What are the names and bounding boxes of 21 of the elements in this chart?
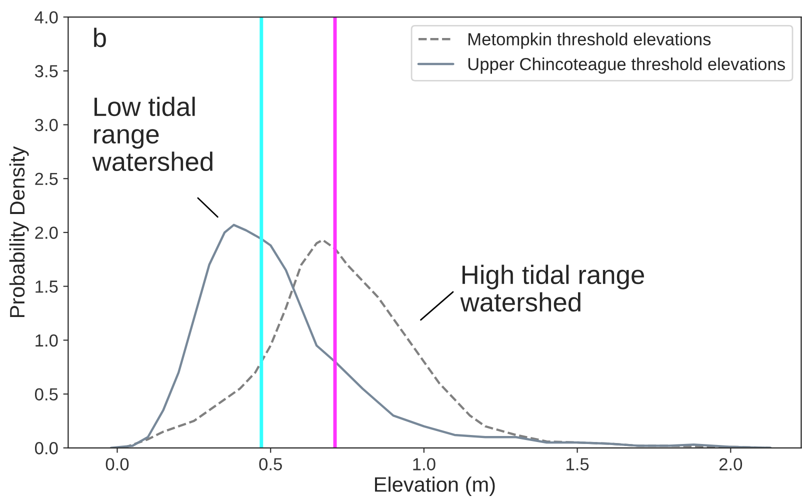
y-tick-label: 2.5 (35, 172, 58, 186)
y-tick-label: 2.0 (35, 226, 58, 239)
y-tick-label: 0.5 (34, 388, 58, 400)
x-tick-label: 0.0 (106, 458, 129, 470)
y-tick-label: 0.0 (34, 442, 58, 454)
legend-label: Upper Chincoteague threshold elevations (468, 58, 785, 74)
legend-label: Metompkin threshold elevations (468, 32, 711, 49)
x-tick-label: 1.5 (566, 458, 589, 470)
y-tick-label: 1.0 (36, 334, 58, 347)
y-tick-label: 1.5 (36, 280, 58, 293)
annotation: b (94, 28, 106, 48)
y-tick-label: 4.0 (34, 11, 58, 24)
x-tick-label: 0.5 (259, 458, 282, 470)
x-tick-label: 1.0 (413, 458, 436, 470)
y-axis-title: Probability Density (9, 146, 29, 318)
y-tick-label: 3.5 (34, 65, 58, 78)
y-tick-label: 3.0 (34, 118, 58, 132)
x-tick-label: 2.0 (719, 458, 742, 470)
annotation: Low tidal range watershed (92, 96, 212, 172)
annotation: High tidal range watershed (460, 264, 644, 312)
x-axis-title: Elevation (m) (375, 476, 495, 496)
